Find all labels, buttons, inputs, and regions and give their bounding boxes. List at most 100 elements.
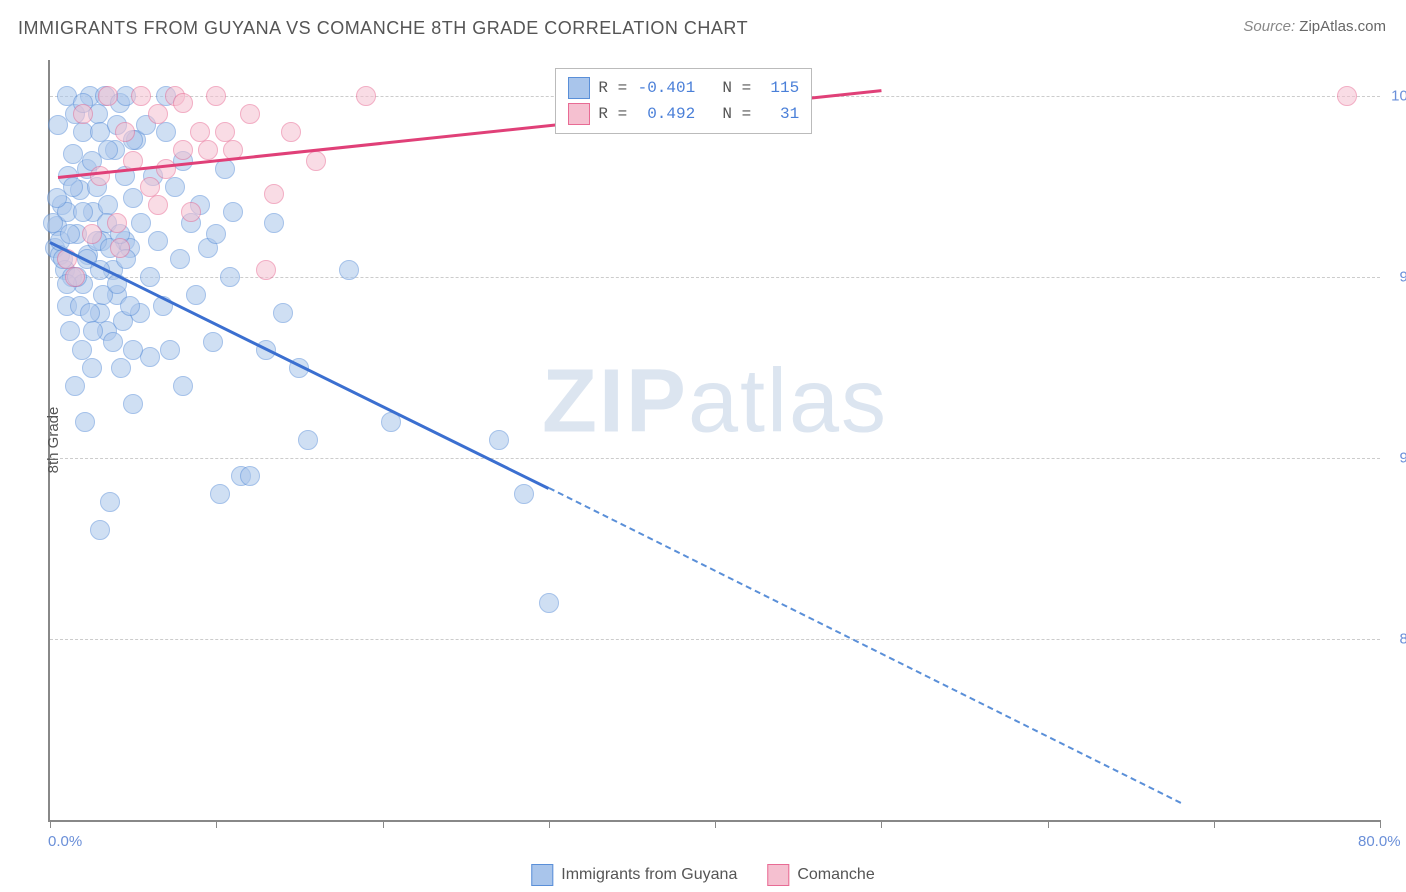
data-point	[264, 184, 284, 204]
gridline	[50, 458, 1380, 459]
data-point	[489, 430, 509, 450]
data-point	[206, 86, 226, 106]
legend-r-value: -0.401	[635, 75, 695, 101]
data-point	[190, 122, 210, 142]
data-point	[356, 86, 376, 106]
data-point	[173, 376, 193, 396]
data-point	[148, 231, 168, 251]
data-point	[140, 177, 160, 197]
y-tick-label: 90.0%	[1399, 450, 1406, 467]
legend-label-series2: Comanche	[797, 866, 874, 884]
data-point	[98, 195, 118, 215]
data-point	[123, 394, 143, 414]
data-point	[60, 321, 80, 341]
watermark: ZIPatlas	[542, 351, 888, 454]
data-point	[165, 177, 185, 197]
data-point	[115, 122, 135, 142]
correlation-legend: R = -0.401 N = 115R = 0.492 N = 31	[555, 68, 812, 134]
data-point	[220, 267, 240, 287]
data-point	[173, 140, 193, 160]
x-tick	[1048, 820, 1049, 828]
data-point	[240, 466, 260, 486]
data-point	[90, 520, 110, 540]
x-tick	[1380, 820, 1381, 828]
data-point	[264, 213, 284, 233]
x-tick-label: 0.0%	[48, 833, 82, 850]
data-point	[170, 249, 190, 269]
data-point	[173, 93, 193, 113]
data-point	[156, 159, 176, 179]
data-point	[223, 202, 243, 222]
data-point	[186, 285, 206, 305]
data-point	[539, 593, 559, 613]
legend-n-label: N =	[703, 101, 751, 127]
data-point	[65, 376, 85, 396]
correlation-legend-row: R = -0.401 N = 115	[568, 75, 799, 101]
x-tick	[1214, 820, 1215, 828]
legend-label-series1: Immigrants from Guyana	[561, 866, 737, 884]
chart-title: IMMIGRANTS FROM GUYANA VS COMANCHE 8TH G…	[18, 18, 748, 39]
bottom-legend: Immigrants from Guyana Comanche	[531, 864, 874, 886]
legend-n-value: 31	[759, 101, 799, 127]
legend-n-label: N =	[703, 75, 751, 101]
trend-line	[548, 487, 1181, 804]
data-point	[65, 267, 85, 287]
y-tick-label: 95.0%	[1399, 269, 1406, 286]
data-point	[339, 260, 359, 280]
y-tick-label: 85.0%	[1399, 631, 1406, 648]
data-point	[156, 122, 176, 142]
legend-swatch-series1	[531, 864, 553, 886]
data-point	[60, 224, 80, 244]
data-point	[181, 202, 201, 222]
data-point	[82, 358, 102, 378]
data-point	[140, 267, 160, 287]
data-point	[75, 412, 95, 432]
gridline	[50, 277, 1380, 278]
data-point	[131, 86, 151, 106]
data-point	[160, 340, 180, 360]
data-point	[210, 484, 230, 504]
data-point	[514, 484, 534, 504]
data-point	[120, 296, 140, 316]
legend-r-label: R =	[598, 75, 627, 101]
legend-r-value: 0.492	[635, 101, 695, 127]
data-point	[131, 213, 151, 233]
y-axis-label: 8th Grade	[45, 407, 62, 474]
data-point	[98, 140, 118, 160]
data-point	[281, 122, 301, 142]
source-label: Source:	[1243, 18, 1295, 35]
data-point	[306, 151, 326, 171]
data-point	[63, 177, 83, 197]
legend-r-label: R =	[598, 101, 627, 127]
legend-swatch	[568, 77, 590, 99]
legend-item-series2: Comanche	[767, 864, 874, 886]
legend-n-value: 115	[759, 75, 799, 101]
x-tick-label: 80.0%	[1358, 833, 1401, 850]
data-point	[110, 238, 130, 258]
data-point	[90, 166, 110, 186]
data-point	[80, 303, 100, 323]
source-attribution: Source: ZipAtlas.com	[1243, 18, 1386, 35]
data-point	[98, 86, 118, 106]
data-point	[256, 260, 276, 280]
data-point	[1337, 86, 1357, 106]
data-point	[100, 492, 120, 512]
x-tick	[715, 820, 716, 828]
data-point	[111, 358, 131, 378]
plot-area: 8th Grade ZIPatlas 85.0%90.0%95.0%100.0%…	[48, 60, 1380, 822]
data-point	[206, 224, 226, 244]
y-tick-label: 100.0%	[1391, 88, 1406, 105]
data-point	[273, 303, 293, 323]
data-point	[298, 430, 318, 450]
data-point	[107, 213, 127, 233]
correlation-legend-row: R = 0.492 N = 31	[568, 101, 799, 127]
source-value: ZipAtlas.com	[1299, 18, 1386, 35]
data-point	[123, 340, 143, 360]
data-point	[103, 332, 123, 352]
data-point	[215, 122, 235, 142]
gridline	[50, 639, 1380, 640]
data-point	[148, 195, 168, 215]
legend-swatch-series2	[767, 864, 789, 886]
data-point	[83, 321, 103, 341]
x-tick	[881, 820, 882, 828]
